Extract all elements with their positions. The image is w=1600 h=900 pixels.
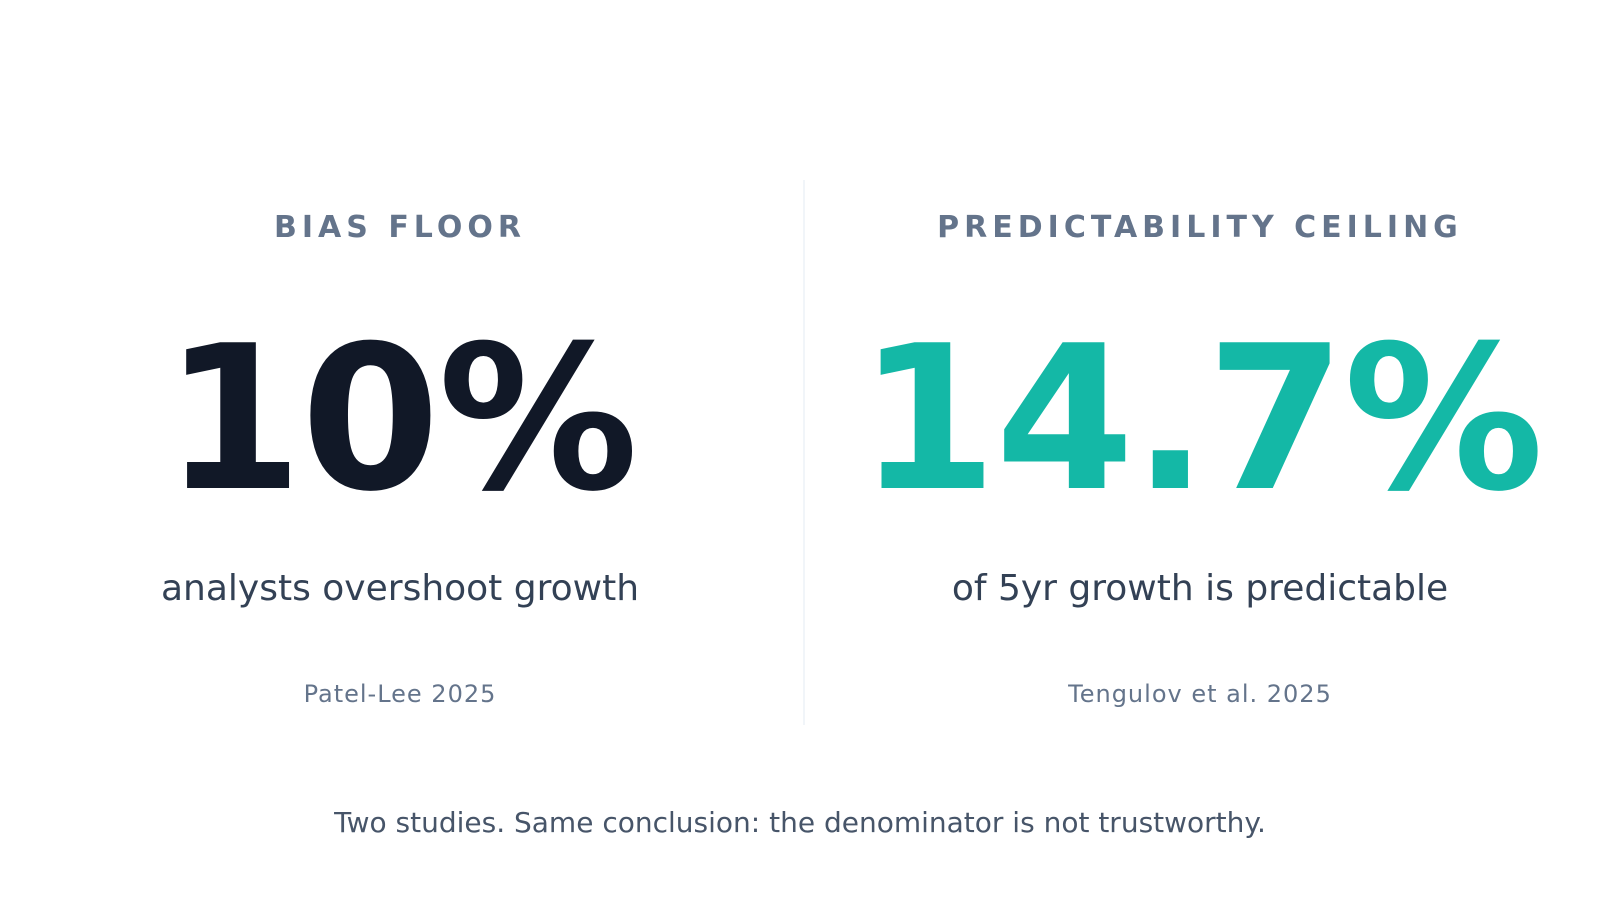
stat-source: Tengulov et al. 2025 xyxy=(1068,680,1332,708)
divider xyxy=(803,180,805,725)
panel-label: BIAS FLOOR xyxy=(274,210,526,245)
stat-caption: analysts overshoot growth xyxy=(160,568,640,609)
stat-panel: PREDICTABILITY CEILING 14.7% of 5yr grow… xyxy=(800,0,1600,900)
stat-source: Patel-Lee 2025 xyxy=(303,680,497,708)
stat-caption: of 5yr growth is predictable xyxy=(951,568,1449,609)
footer-note: Two studies. Same conclusion: the denomi… xyxy=(334,806,1266,839)
stat-panel: BIAS FLOOR 10% analysts overshoot growth… xyxy=(160,210,640,708)
stat-value: 10% xyxy=(163,303,639,536)
stat-value: 14.7% xyxy=(858,303,1544,536)
panel-label: PREDICTABILITY CEILING xyxy=(937,210,1463,245)
